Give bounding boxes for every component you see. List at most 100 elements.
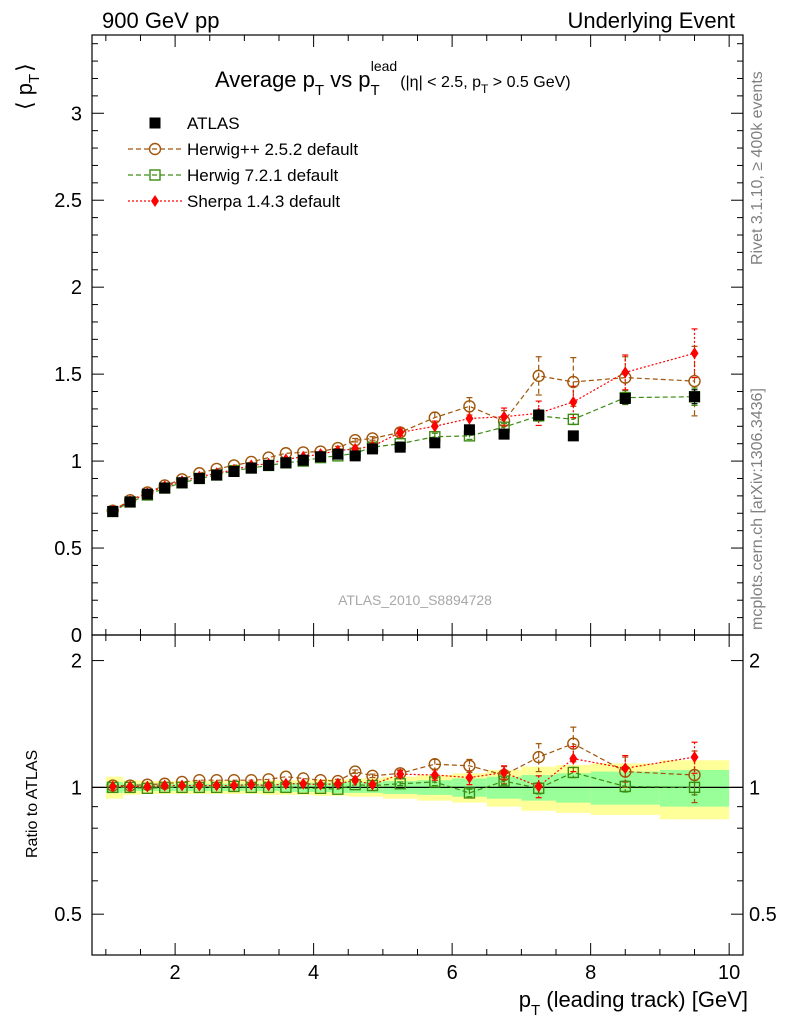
marker-square	[141, 488, 153, 500]
marker-diamond	[333, 777, 342, 790]
marker-diamond	[143, 780, 152, 793]
marker-square	[332, 448, 344, 460]
y-tick-label: 1	[71, 451, 82, 473]
series-markers	[106, 347, 701, 799]
x-tick-label: 2	[170, 962, 181, 984]
marker-diamond	[690, 347, 699, 360]
marker-diamond	[621, 366, 630, 379]
marker-open-square	[567, 766, 580, 779]
marker-square	[315, 451, 327, 463]
y-tick-label: 0	[71, 625, 82, 647]
marker-diamond	[500, 766, 509, 779]
legend-label: Sherpa 1.4.3 default	[187, 192, 340, 211]
marker-square	[149, 117, 161, 129]
marker-square	[349, 450, 361, 462]
marker-square	[159, 482, 171, 494]
marker-diamond	[569, 752, 578, 765]
ratio-y-tick-label-right: 2	[749, 651, 760, 673]
marker-diamond	[316, 778, 325, 791]
marker-diamond	[264, 779, 273, 792]
marker-open-square	[567, 413, 580, 426]
marker-square	[176, 477, 188, 489]
marker-diamond	[690, 751, 699, 764]
bottom-ylabel: Ratio to ATLAS	[24, 750, 41, 858]
marker-square	[211, 469, 223, 481]
header-right: Underlying Event	[567, 8, 735, 33]
marker-square	[124, 496, 136, 508]
marker-diamond	[396, 426, 405, 439]
marker-diamond	[465, 412, 474, 425]
ratio-y-tick-label: 0.5	[54, 904, 82, 926]
marker-open-square	[463, 787, 476, 799]
main-title: Average pT vs pTlead(|η| < 2.5, pT > 0.5…	[215, 58, 571, 99]
marker-open-circle	[567, 737, 580, 750]
marker-diamond	[212, 779, 221, 792]
marker-open-circle	[567, 375, 580, 389]
axes: 2 4 6 8 10 0 0.5 1 1.5 2 2.5 3 0.5 0.5 1 1 2 2	[54, 34, 777, 984]
marker-open-circle	[148, 142, 162, 156]
mcplots-label: mcplots.cern.ch [arXiv:1306.3436]	[749, 388, 766, 630]
x-tick-label: 4	[308, 962, 319, 984]
marker-square	[533, 409, 545, 421]
marker-open-circle	[463, 759, 476, 773]
marker-square	[619, 392, 631, 404]
y-tick-label: 0.5	[54, 538, 82, 560]
marker-diamond	[151, 195, 159, 207]
marker-open-circle	[688, 768, 701, 782]
x-tick-label: 6	[447, 962, 458, 984]
legend-label: Herwig++ 2.5.2 default	[187, 140, 358, 159]
y-tick-label: 2	[71, 277, 82, 299]
marker-diamond	[126, 780, 135, 793]
xlabel: pT (leading track) [GeV]	[519, 987, 748, 1019]
marker-square	[263, 459, 275, 471]
marker-diamond	[299, 777, 308, 790]
marker-diamond	[465, 771, 474, 784]
y-tick-label: 1.5	[54, 364, 82, 386]
y-tick-label: 3	[71, 103, 82, 125]
marker-diamond	[621, 762, 630, 775]
marker-diamond	[229, 779, 238, 792]
marker-diamond	[281, 777, 290, 790]
marker-open-circle	[532, 369, 545, 383]
marker-diamond	[368, 778, 377, 791]
top-ylabel: ⟨ pT⟩	[12, 63, 43, 110]
marker-square	[394, 441, 406, 453]
marker-diamond	[160, 779, 169, 792]
ratio-y-tick-label: 1	[71, 777, 82, 799]
marker-square	[245, 462, 257, 474]
marker-open-circle	[463, 400, 476, 413]
analysis-watermark: ATLAS_2010_S8894728	[338, 592, 492, 608]
ratio-y-tick-label-right: 1	[749, 777, 760, 799]
marker-open-square	[149, 169, 161, 181]
y-tick-label: 2.5	[54, 190, 82, 212]
marker-diamond	[396, 768, 405, 781]
marker-square	[193, 472, 205, 484]
marker-square	[366, 443, 378, 455]
x-tick-label: 8	[585, 962, 596, 984]
marker-open-circle	[532, 750, 545, 764]
marker-square	[498, 428, 510, 440]
marker-open-square	[619, 780, 631, 793]
marker-diamond	[430, 420, 439, 433]
ratio-y-tick-label: 2	[71, 651, 82, 673]
marker-square	[228, 466, 240, 478]
header-left: 900 GeV pp	[102, 8, 219, 33]
marker-square	[567, 430, 579, 442]
marker-open-square	[688, 781, 701, 794]
marker-square	[429, 437, 441, 449]
marker-diamond	[534, 780, 543, 793]
marker-diamond	[195, 779, 204, 792]
marker-square	[463, 424, 475, 436]
legend-label: Herwig 7.2.1 default	[187, 166, 338, 185]
marker-square	[280, 457, 292, 469]
marker-diamond	[430, 768, 439, 781]
marker-diamond	[108, 780, 117, 793]
marker-diamond	[500, 410, 509, 423]
series-lines	[109, 328, 698, 804]
marker-diamond	[569, 395, 578, 408]
marker-diamond	[178, 779, 187, 792]
x-tick-label: 10	[718, 962, 740, 984]
marker-open-circle	[688, 374, 701, 388]
legend-label: ATLAS	[187, 114, 240, 133]
